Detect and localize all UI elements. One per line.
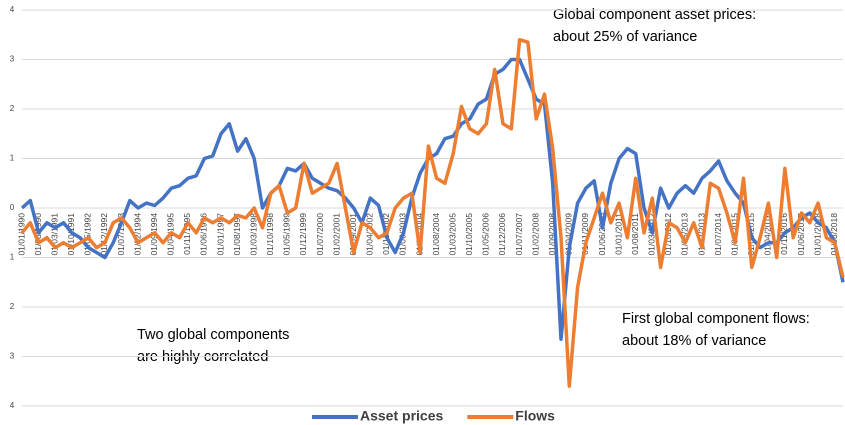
x-tick-label: 01/03/2005 — [447, 213, 457, 256]
annotation: Global component asset prices: — [553, 7, 756, 23]
x-tick-label: 01/07/2007 — [514, 213, 524, 256]
x-tick-label: 01/02/1994 — [132, 213, 142, 256]
x-tick-label: 01/02/2001 — [331, 213, 341, 256]
x-tick-label: 01/06/2017 — [796, 213, 806, 256]
x-tick-label: 01/05/2013 — [680, 213, 690, 256]
y-tick-label: 4 — [10, 401, 15, 410]
y-tick-label: 1 — [10, 253, 15, 262]
x-tick-label: 01/02/2008 — [530, 213, 540, 256]
x-tick-label: 01/07/2014 — [713, 213, 723, 256]
x-tick-label: 01/01/1990 — [16, 213, 26, 256]
x-tick-label: 01/08/2018 — [829, 213, 839, 256]
x-tick-label: 01/04/2009 — [564, 213, 574, 256]
annotation: Two global components — [137, 327, 289, 343]
x-tick-label: 01/03/1991 — [49, 213, 59, 256]
x-tick-label: 01/08/2011 — [630, 213, 640, 255]
x-tick-label: 01/06/1996 — [199, 213, 209, 256]
x-tick-label: 01/01/1997 — [215, 213, 225, 256]
y-tick-label: 2 — [10, 104, 15, 113]
y-tick-label: 0 — [10, 203, 15, 212]
x-tick-label: 01/01/2018 — [812, 213, 822, 256]
annotation: First global component flows: — [622, 311, 810, 327]
x-tick-label: 01/10/2005 — [464, 213, 474, 256]
x-tick-label: 01/12/2013 — [696, 213, 706, 256]
x-tick-label: 01/09/2001 — [348, 213, 358, 256]
x-tick-label: 01/08/2004 — [431, 213, 441, 256]
x-tick-label: 01/04/2002 — [365, 213, 375, 256]
x-tick-label: 01/11/1995 — [182, 213, 192, 255]
legend-label: Asset prices — [360, 408, 443, 424]
x-tick-label: 01/10/1998 — [265, 213, 275, 256]
x-tick-label: 01/07/1993 — [116, 213, 126, 256]
x-tick-label: 01/06/2010 — [597, 213, 607, 256]
x-tick-label: 01/01/2004 — [414, 213, 424, 256]
x-tick-label: 01/03/1998 — [248, 213, 258, 256]
x-tick-label: 01/11/2009 — [580, 213, 590, 255]
x-tick-label: 01/05/2006 — [481, 213, 491, 256]
x-tick-label: 01/12/1992 — [99, 213, 109, 256]
y-tick-label: 3 — [10, 55, 15, 64]
y-tick-label: 1 — [10, 154, 15, 163]
y-tick-label: 3 — [10, 352, 15, 361]
annotation: about 25% of variance — [553, 29, 697, 45]
annotation: about 18% of variance — [622, 333, 766, 349]
x-tick-label: 01/04/2016 — [763, 213, 773, 256]
series-line — [20, 57, 845, 341]
y-tick-label: 2 — [10, 302, 15, 311]
x-tick-label: 01/12/1999 — [298, 213, 308, 256]
x-tick-label: 01/08/1997 — [232, 213, 242, 256]
x-tick-label: 01/01/2011 — [613, 213, 623, 255]
x-tick-label: 01/09/2008 — [547, 213, 557, 256]
x-tick-label: 01/05/1999 — [282, 213, 292, 256]
series-line — [20, 37, 845, 388]
x-tick-label: 01/07/2000 — [315, 213, 325, 256]
y-tick-label: 4 — [10, 5, 15, 14]
legend-label: Flows — [515, 408, 555, 424]
x-tick-label: 01/12/2006 — [497, 213, 507, 256]
x-tick-label: 01/05/1992 — [83, 213, 93, 256]
